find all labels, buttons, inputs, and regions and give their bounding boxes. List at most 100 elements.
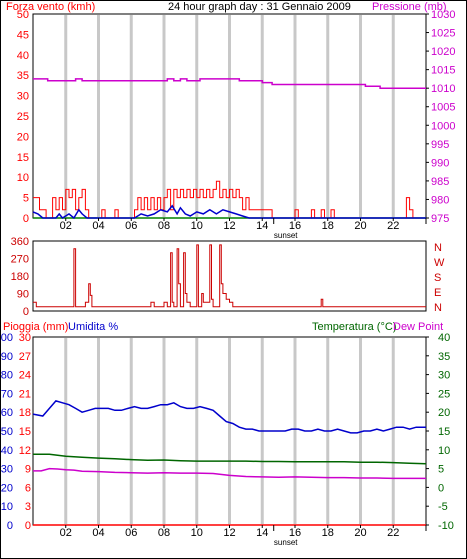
temperature-humidity-xtick-label: 14: [256, 527, 268, 539]
humidity-axis-tick-label: 40: [1, 445, 13, 457]
pressure-axis-tick-label: 995: [431, 139, 449, 151]
temperature-humidity-xtick-label: 18: [322, 527, 334, 539]
humidity-axis-tick-label: 50: [1, 426, 13, 438]
wind-direction-line: [33, 244, 426, 308]
pressure-axis-tick-label: 985: [431, 176, 449, 188]
wind-pressure-xtick-label: 14: [256, 220, 268, 232]
temperature-axis-tick-label: -10: [438, 520, 454, 532]
compass-label: N: [434, 302, 442, 314]
temperature-humidity-xtick-label: 10: [191, 527, 203, 539]
humidity-axis-tick-label: 90: [1, 351, 13, 363]
compass-label: W: [434, 257, 445, 269]
temperature-line: [33, 453, 427, 465]
rain-axis-tick-label: 15: [19, 426, 31, 438]
rain-axis-tick-label: 30: [19, 332, 31, 344]
temperature-axis-tick-label: 30: [438, 370, 450, 382]
temperature-axis-tick-label: 25: [438, 388, 450, 400]
humidity-axis-title: Umidita %: [68, 321, 118, 333]
wind-axis-tick-label: 15: [17, 152, 29, 164]
pressure-axis-tick-label: 1020: [431, 46, 455, 58]
pressure-axis-tick-label: 990: [431, 157, 449, 169]
temperature-axis-tick-label: 5: [438, 464, 444, 476]
wind-axis-tick-label: 40: [17, 50, 29, 62]
wind-pressure-sunset-label: sunset: [274, 231, 298, 240]
temperature-axis-tick-label: 20: [438, 407, 450, 419]
temperature-humidity-xtick-label: 22: [387, 527, 399, 539]
wind-pressure-xtick-label: 18: [322, 220, 334, 232]
temperature-axis-tick-label: 0: [438, 482, 444, 494]
wind-axis-tick-label: 10: [17, 172, 29, 184]
humidity-axis-tick-label: 70: [1, 388, 13, 400]
direction-axis-tick-label: 270: [11, 254, 29, 266]
temperature-humidity-panel: 0102030405060708090100036912151821242730…: [0, 332, 454, 547]
pressure-axis-tick-label: 1025: [431, 28, 455, 40]
pressure-axis-tick-label: 980: [431, 194, 449, 206]
wind-pressure-xtick-label: 12: [223, 220, 235, 232]
pressure-axis-tick-label: 1005: [431, 102, 455, 114]
wind-axis-tick-label: 0: [23, 213, 29, 225]
direction-axis-tick-label: 90: [17, 289, 29, 301]
temperature-humidity-xtick-label: 12: [223, 527, 235, 539]
wind-pressure-panel: 0510152025303540455097598098599099510001…: [17, 9, 456, 240]
wind-pressure-xtick-label: 10: [191, 220, 203, 232]
wind-pressure-xtick-label: 22: [387, 220, 399, 232]
temperature-humidity-xtick-label: 08: [158, 527, 170, 539]
rain-axis-tick-label: 27: [19, 351, 31, 363]
temperature-axis-tick-label: 15: [438, 426, 450, 438]
chart-title: 24 hour graph day : 31 Gennaio 2009: [168, 1, 351, 13]
temperature-humidity-xtick-label: 04: [92, 527, 104, 539]
direction-axis-tick-label: 180: [11, 271, 29, 283]
compass-label: N: [434, 242, 442, 254]
wind-axis-tick-label: 5: [23, 193, 29, 205]
wind-axis-tick-label: 30: [17, 91, 29, 103]
compass-label: S: [434, 272, 441, 284]
compass-label: E: [434, 287, 441, 299]
wind-axis-tick-label: 25: [17, 111, 29, 123]
rain-axis-tick-label: 21: [19, 388, 31, 400]
wind-pressure-xtick-label: 08: [158, 220, 170, 232]
rain-axis-tick-label: 9: [25, 464, 31, 476]
rain-axis-tick-label: 12: [19, 445, 31, 457]
wind-pressure-xtick-label: 04: [92, 220, 104, 232]
pressure-line: [33, 78, 426, 89]
dew-point-line: [33, 467, 426, 480]
wind-pressure-xtick-label: 16: [289, 220, 301, 232]
pressure-axis-tick-label: 1015: [431, 65, 455, 77]
temperature-axis-tick-label: 10: [438, 445, 450, 457]
rain-axis-tick-label: 6: [25, 482, 31, 494]
humidity-axis-tick-label: 0: [7, 520, 13, 532]
humidity-axis-tick-label: 100: [0, 332, 13, 344]
temperature-humidity-xtick-label: 06: [125, 527, 137, 539]
temperature-humidity-xtick-label: 02: [60, 527, 72, 539]
wind-speed-line: [32, 204, 426, 220]
pressure-axis-tick-label: 1010: [431, 83, 455, 95]
rain-axis-tick-label: 3: [25, 501, 31, 513]
wind-axis-tick-label: 35: [17, 70, 29, 82]
direction-axis-tick-label: 0: [23, 306, 29, 318]
temperature-axis-tick-label: -5: [438, 501, 448, 513]
temperature-axis-title: Temperatura (°C): [312, 321, 396, 333]
humidity-axis-tick-label: 20: [1, 482, 13, 494]
wind-axis-tick-label: 50: [17, 9, 29, 21]
pressure-axis-tick-label: 1030: [431, 9, 455, 21]
pressure-axis-tick-label: 1000: [431, 120, 455, 132]
wind-axis-tick-label: 45: [17, 29, 29, 41]
rain-axis-tick-label: 18: [19, 407, 31, 419]
wind-pressure-xtick-label: 20: [354, 220, 366, 232]
pressure-axis-tick-label: 975: [431, 213, 449, 225]
temperature-axis-tick-label: 40: [438, 332, 450, 344]
temperature-humidity-sunset-label: sunset: [274, 538, 298, 547]
temperature-axis-tick-label: 35: [438, 351, 450, 363]
dew-point-axis-title: Dew Point: [393, 321, 443, 333]
temperature-humidity-xtick-label: 20: [354, 527, 366, 539]
humidity-axis-tick-label: 80: [1, 370, 13, 382]
wind-axis-tick-label: 20: [17, 131, 29, 143]
temperature-humidity-xtick-label: 16: [289, 527, 301, 539]
direction-axis-tick-label: 360: [11, 236, 29, 248]
humidity-axis-tick-label: 30: [1, 464, 13, 476]
wind-axis-title: Forza vento (kmh): [6, 1, 95, 13]
pressure-axis-title: Pressione (mb): [372, 1, 447, 13]
humidity-axis-tick-label: 10: [1, 501, 13, 513]
wind-pressure-xtick-label: 06: [125, 220, 137, 232]
